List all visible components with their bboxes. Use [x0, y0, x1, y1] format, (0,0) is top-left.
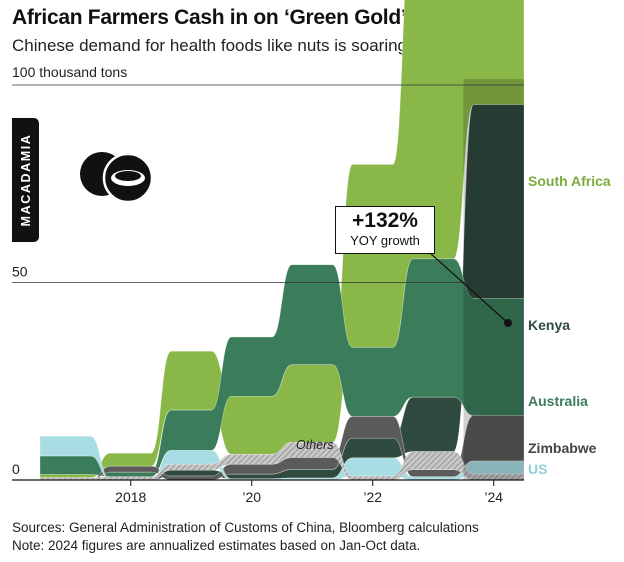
category-badge: MACADAMIA: [12, 118, 39, 242]
growth-callout: +132% YOY growth: [335, 206, 435, 254]
badge-label: MACADAMIA: [18, 133, 33, 227]
series-label-zimbabwe: Zimbabwe: [528, 440, 597, 456]
series-label-others: Others: [296, 438, 334, 452]
callout-dot: [504, 319, 512, 327]
y-axis-unit: 100 thousand tons: [12, 64, 128, 80]
chart-title: African Farmers Cash in on ‘Green Gold’: [12, 6, 407, 29]
x-tick-label: ’22: [363, 489, 382, 505]
series-label-kenya: Kenya: [528, 317, 570, 333]
callout-label: YOY growth: [350, 233, 420, 248]
x-tick-label: 2018: [115, 489, 146, 505]
x-tick-label: ’24: [484, 489, 503, 505]
sources-note: Sources: General Administration of Custo…: [12, 520, 479, 535]
series-label-australia: Australia: [528, 393, 588, 409]
callout-leader-line: [429, 252, 509, 324]
footnote: Note: 2024 figures are annualized estima…: [12, 538, 421, 553]
series-label-south-africa: South Africa: [528, 173, 611, 189]
series-zimbabwe: [39, 415, 525, 481]
x-tick-label: ’20: [242, 489, 261, 505]
series-australia: [39, 258, 525, 478]
callout-value: +132%: [352, 209, 418, 232]
y-tick-label: 0: [12, 461, 20, 477]
series-label-us: US: [528, 461, 547, 477]
chart-subtitle: Chinese demand for health foods like nut…: [12, 36, 408, 55]
y-tick-label: 50: [12, 264, 28, 280]
macadamia-nut-icon: [80, 152, 154, 204]
estimate-overlay: [463, 79, 524, 480]
